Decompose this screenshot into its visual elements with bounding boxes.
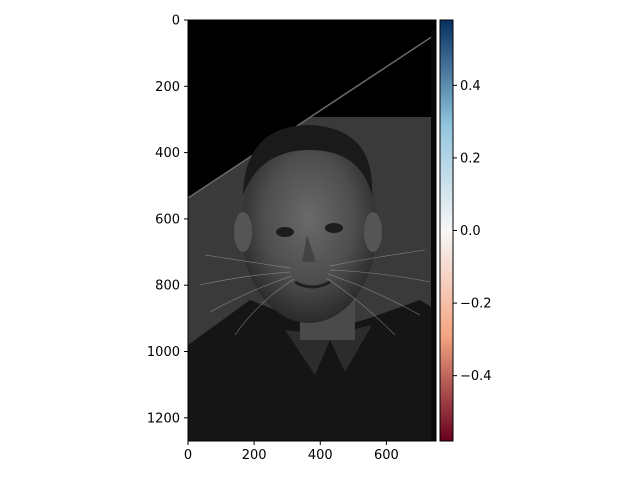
image-diagonal-edge <box>188 33 436 199</box>
colorbar-tick-label: −0.2 <box>460 297 492 312</box>
image-whiskers <box>199 249 431 336</box>
y-tick-label: 600 <box>155 212 180 227</box>
y-tick-label: 0 <box>172 14 180 29</box>
colorbar-tick-label: 0.4 <box>460 79 481 94</box>
x-axis: 0 200 400 600 <box>184 441 399 463</box>
y-tick-label: 1000 <box>147 345 180 360</box>
image-panel <box>188 20 436 441</box>
colorbar-tick-label: 0.2 <box>460 151 481 166</box>
image-mouth <box>294 280 331 289</box>
image-ear-left <box>234 212 252 252</box>
colorbar <box>439 19 454 442</box>
image-hair <box>243 125 373 195</box>
y-axis: 0 200 400 600 800 1000 1200 <box>147 14 188 426</box>
y-tick-label: 1200 <box>147 411 180 426</box>
x-tick-label: 400 <box>308 448 333 463</box>
image-eye-left <box>276 227 294 237</box>
x-tick-label: 0 <box>184 448 192 463</box>
main-axes-frame <box>187 19 437 442</box>
x-tick-label: 200 <box>242 448 267 463</box>
image-nose <box>302 235 316 262</box>
image-right-edge <box>431 30 436 441</box>
image-diagonal-shadow <box>188 20 436 198</box>
x-tick-label: 600 <box>374 448 399 463</box>
y-tick-label: 200 <box>155 80 180 95</box>
colorbar-axis: −0.4 −0.2 0.0 0.2 0.4 <box>453 79 492 384</box>
y-tick-label: 400 <box>155 146 180 161</box>
y-tick-label: 800 <box>155 279 180 294</box>
image-ear-right <box>364 212 382 252</box>
colorbar-tick-label: −0.4 <box>460 369 492 384</box>
image-face <box>241 133 377 323</box>
image-eye-right <box>325 223 343 233</box>
colorbar-tick-label: 0.0 <box>460 224 481 239</box>
